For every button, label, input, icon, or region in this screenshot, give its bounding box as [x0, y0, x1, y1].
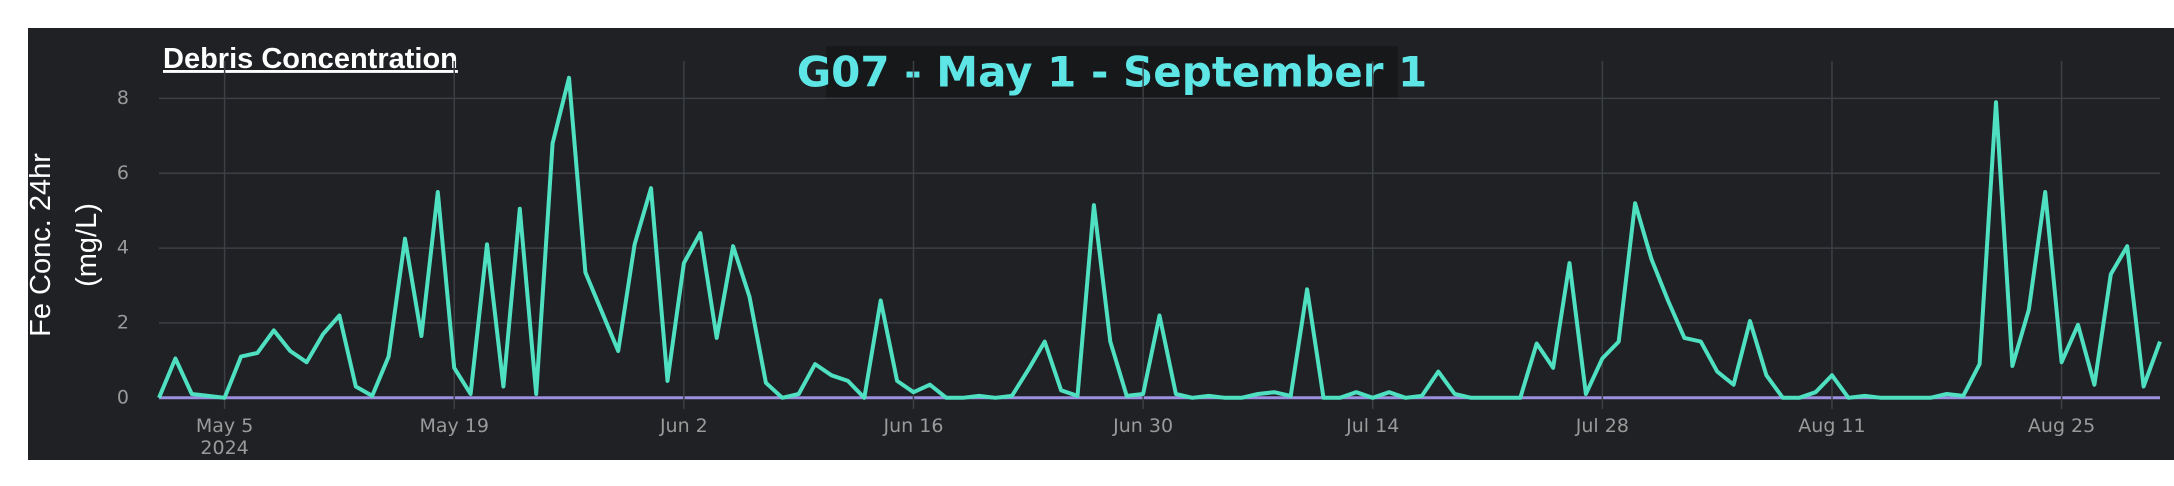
x-tick-label: Jun 2 [659, 415, 708, 437]
title-box [826, 46, 1398, 100]
x-tick-label: Aug 25 [2028, 415, 2095, 437]
x-tick-label: Aug 11 [1798, 415, 1865, 437]
x-tick-label: May 5 2024 [196, 415, 253, 459]
y-tick-label: 2 [117, 311, 129, 333]
panel-title: Debris Concentration [163, 43, 458, 75]
x-tick-label: Jun 16 [883, 415, 944, 437]
data-line [157, 75, 2162, 400]
x-tick-label: Jul 28 [1575, 415, 1629, 437]
x-tick-label: May 19 [419, 415, 489, 437]
y-tick-label: 6 [117, 162, 129, 184]
y-tick-label: 4 [117, 237, 129, 259]
x-tick-label: Jul 14 [1345, 415, 1399, 437]
x-tick-label: Jun 30 [1112, 415, 1173, 437]
chart-title: G07 - May 1 - September 1 [797, 48, 1428, 97]
y-tick-label: 8 [117, 87, 129, 109]
y-tick-label: 0 [117, 386, 129, 408]
y-axis-label: Fe Conc. 24hr (mg/L) [25, 153, 103, 337]
